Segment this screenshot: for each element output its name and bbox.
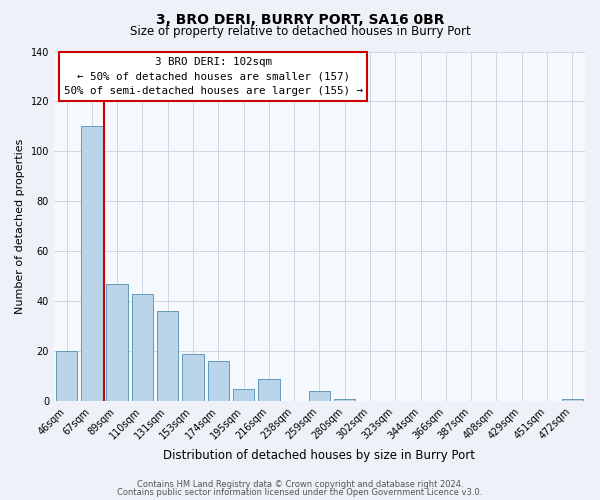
Bar	[157, 312, 178, 402]
Bar	[334, 399, 355, 402]
X-axis label: Distribution of detached houses by size in Burry Port: Distribution of detached houses by size …	[163, 450, 475, 462]
Bar	[131, 294, 153, 402]
Bar	[208, 362, 229, 402]
Text: Contains public sector information licensed under the Open Government Licence v3: Contains public sector information licen…	[118, 488, 482, 497]
Bar	[106, 284, 128, 402]
Bar	[81, 126, 103, 402]
Y-axis label: Number of detached properties: Number of detached properties	[15, 139, 25, 314]
Bar	[56, 352, 77, 402]
Bar	[562, 399, 583, 402]
Text: 3, BRO DERI, BURRY PORT, SA16 0BR: 3, BRO DERI, BURRY PORT, SA16 0BR	[156, 12, 444, 26]
Bar	[258, 379, 280, 402]
Bar	[233, 389, 254, 402]
Text: Contains HM Land Registry data © Crown copyright and database right 2024.: Contains HM Land Registry data © Crown c…	[137, 480, 463, 489]
Bar	[309, 392, 330, 402]
Text: Size of property relative to detached houses in Burry Port: Size of property relative to detached ho…	[130, 25, 470, 38]
Text: 3 BRO DERI: 102sqm
← 50% of detached houses are smaller (157)
50% of semi-detach: 3 BRO DERI: 102sqm ← 50% of detached hou…	[64, 56, 363, 96]
Bar	[182, 354, 204, 402]
